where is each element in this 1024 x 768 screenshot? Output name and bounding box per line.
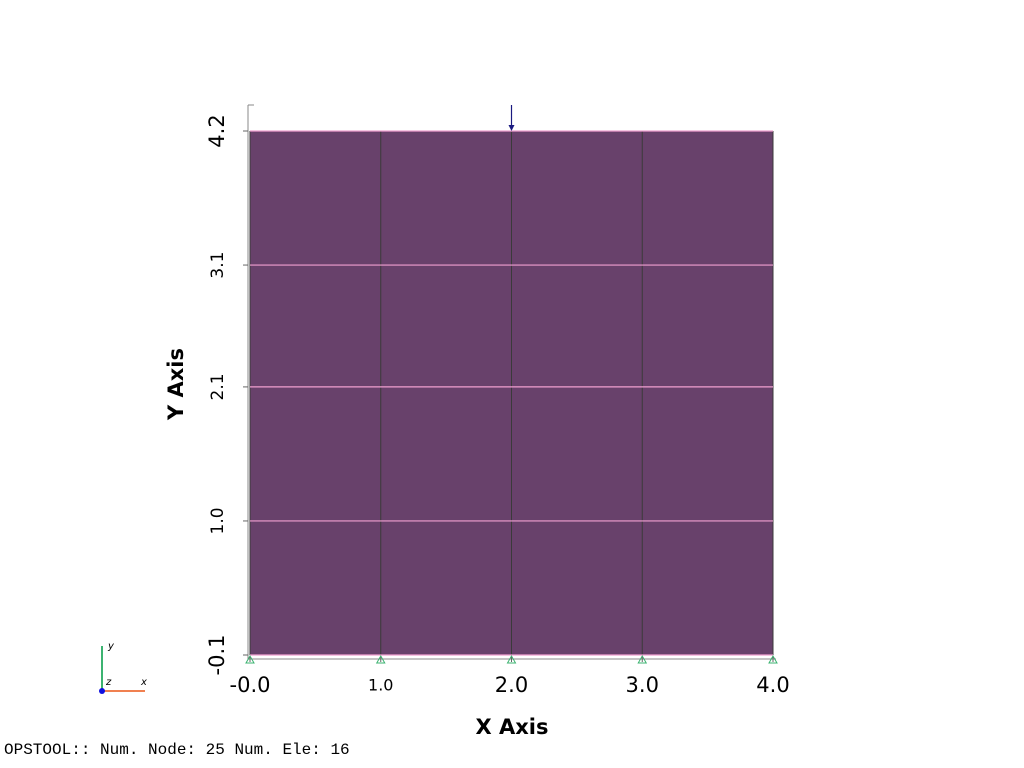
- y-tick-label: -0.1: [205, 635, 229, 676]
- support: [506, 654, 517, 664]
- y-tick-label: 2.1: [208, 373, 228, 400]
- load-arrowhead: [508, 125, 515, 131]
- x-tick-label: 3.0: [626, 673, 659, 697]
- x-tick-label: 1.0: [368, 676, 393, 695]
- triad-z-label: z: [105, 677, 112, 688]
- footer-text: OPSTOOL:: Num. Node: 25 Num. Ele: 16: [4, 741, 350, 759]
- support: [375, 654, 386, 664]
- x-tick-label: -0.0: [230, 673, 271, 697]
- x-tick-label: 4.0: [756, 673, 789, 697]
- x-tick-label: 2.0: [495, 673, 528, 697]
- x-axis-title: X Axis: [476, 715, 549, 739]
- y-tick-label: 3.1: [208, 252, 228, 279]
- y-axis-title: Y Axis: [164, 348, 188, 421]
- triad-x-label: x: [140, 677, 147, 688]
- y-tick-label: 4.2: [205, 114, 229, 147]
- support: [245, 654, 255, 664]
- y-tick-label: 1.0: [208, 507, 228, 534]
- support: [768, 654, 778, 664]
- triad-z: [99, 688, 105, 694]
- support: [637, 654, 648, 664]
- triad-y-label: y: [107, 641, 115, 652]
